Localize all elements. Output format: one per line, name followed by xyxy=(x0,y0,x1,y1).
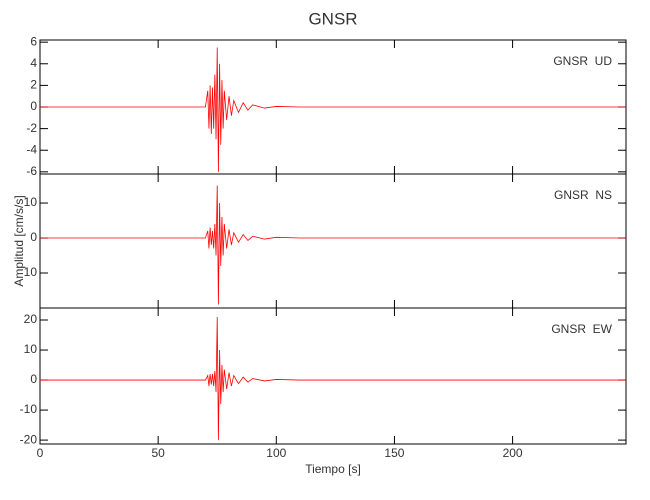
panel-label: GNSR UD xyxy=(553,54,612,68)
y-tick-label: 2 xyxy=(30,78,37,92)
y-tick-label: 10 xyxy=(24,265,38,279)
x-tick-label: 100 xyxy=(266,446,286,460)
y-tick-label: -10 xyxy=(20,402,38,416)
waveform xyxy=(40,47,626,172)
y-tick-label: 20 xyxy=(24,312,38,326)
x-tick-label: 50 xyxy=(151,446,165,460)
y-tick-label: 0 xyxy=(30,372,37,386)
x-tick-label: 200 xyxy=(503,446,523,460)
panel-frame xyxy=(39,173,627,309)
chart-title: GNSR xyxy=(308,9,357,28)
y-tick-label: 0 xyxy=(30,230,37,244)
x-tick-label: 150 xyxy=(384,446,404,460)
y-tick-label: 10 xyxy=(24,342,38,356)
x-tick-label: 0 xyxy=(37,446,44,460)
y-axis-label: Amplitud [cm/s/s] xyxy=(12,195,26,286)
waveform xyxy=(40,317,626,441)
y-tick-label: -2 xyxy=(26,121,37,135)
y-tick-label: -20 xyxy=(20,432,38,446)
y-tick-label: 10 xyxy=(24,195,38,209)
panel-label: GNSR NS xyxy=(554,188,612,202)
waveform xyxy=(40,185,626,305)
panel-label: GNSR EW xyxy=(551,322,612,336)
y-tick-label: 0 xyxy=(30,99,37,113)
y-tick-label: -6 xyxy=(26,164,37,178)
y-tick-label: 6 xyxy=(30,34,37,48)
panel-frame xyxy=(39,307,627,445)
y-tick-label: 4 xyxy=(30,56,37,70)
y-tick-label: -4 xyxy=(26,142,37,156)
x-axis-label: Tiempo [s] xyxy=(305,462,361,476)
